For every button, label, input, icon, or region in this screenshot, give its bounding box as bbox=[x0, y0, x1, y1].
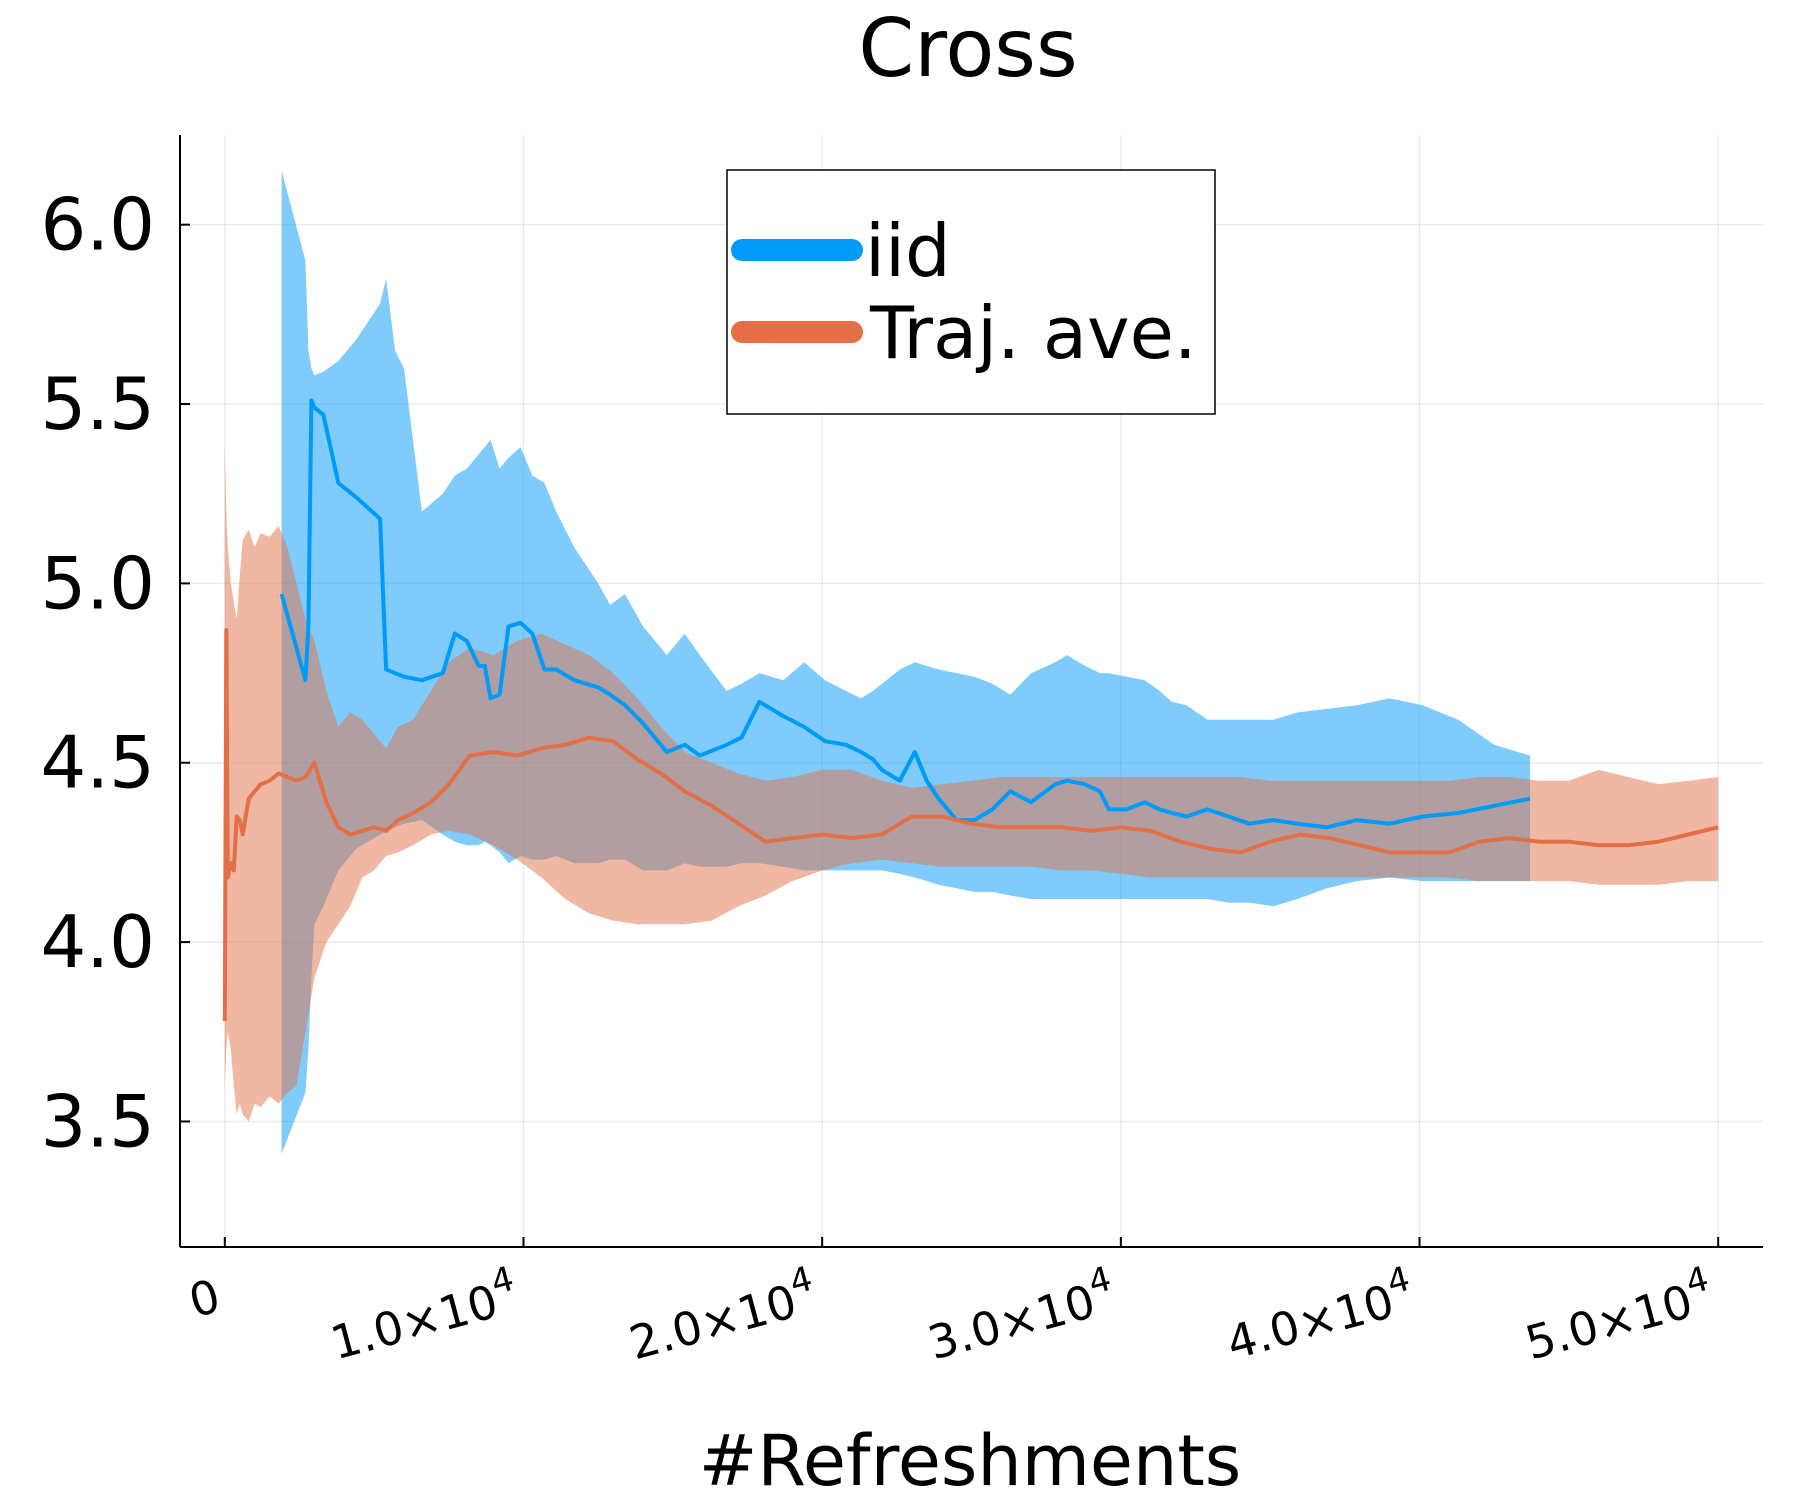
legend-label-iid: iid bbox=[865, 209, 951, 293]
y-tick-label-2: 4.5 bbox=[40, 721, 155, 805]
series-lines bbox=[222, 398, 1719, 1022]
confidence-bands bbox=[224, 170, 1719, 1154]
legend-label-traj-ave: Traj. ave. bbox=[869, 291, 1197, 375]
chart-title: Cross bbox=[858, 2, 1077, 95]
line-traj-ave bbox=[222, 628, 1719, 1022]
y-tick-label-0: 3.5 bbox=[40, 1079, 155, 1163]
x-tick-label-5: 5.0×104 bbox=[1517, 1259, 1719, 1370]
legend-box bbox=[726, 169, 1216, 415]
band-traj-ave bbox=[224, 447, 1719, 1122]
x-tick-label-2: 2.0×104 bbox=[621, 1259, 823, 1370]
line-iid bbox=[279, 398, 1531, 830]
x-ticks: 0 1.0×104 2.0×104 3.0×104 4.0×104 5.0×104 bbox=[183, 1237, 1720, 1370]
y-ticks: 3.5 4.0 4.5 5.0 5.5 6.0 bbox=[40, 183, 190, 1163]
y-tick-label-4: 5.5 bbox=[40, 362, 155, 446]
x-tick-label-4: 4.0×104 bbox=[1218, 1259, 1420, 1370]
y-tick-label-3: 5.0 bbox=[40, 541, 155, 625]
y-tick-label-5: 6.0 bbox=[40, 183, 155, 267]
y-tick-label-1: 4.0 bbox=[40, 900, 155, 984]
x-axis-label: #Refreshments bbox=[699, 1420, 1242, 1500]
legend: iid Traj. ave. bbox=[726, 169, 1216, 415]
axes bbox=[179, 135, 1763, 1248]
x-tick-label-1: 1.0×104 bbox=[322, 1259, 524, 1370]
x-tick-label-3: 3.0×104 bbox=[920, 1259, 1122, 1370]
x-tick-label-0: 0 bbox=[183, 1268, 225, 1328]
